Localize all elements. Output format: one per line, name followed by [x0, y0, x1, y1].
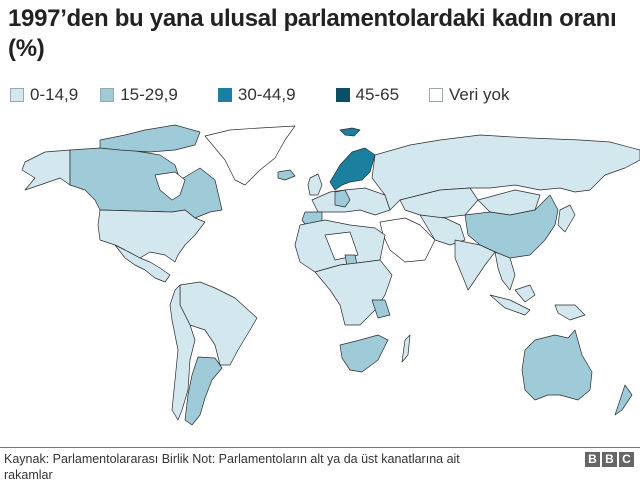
legend: 0-14,9 15-29,9 30-44,9 45-65 Veri yok — [10, 84, 510, 106]
region-new-guinea — [554, 304, 586, 321]
legend-label: 0-14,9 — [30, 85, 79, 104]
region-se-asia — [494, 251, 516, 291]
region-canada-arctic — [99, 124, 201, 153]
legend-swatch — [100, 88, 115, 102]
region-mexico — [114, 244, 171, 283]
legend-label: 15-29,9 — [120, 85, 178, 104]
legend-item-45-65: 45-65 — [335, 85, 400, 105]
legend-swatch — [429, 88, 444, 102]
region-india — [454, 239, 496, 291]
world-map — [21, 124, 640, 426]
region-borneo — [514, 284, 536, 303]
bbc-logo-letter: B — [585, 452, 600, 467]
region-greenland — [204, 125, 296, 186]
region-australia — [521, 329, 593, 401]
region-iceland — [277, 169, 296, 181]
region-new-zealand — [614, 384, 633, 416]
region-sahara — [324, 231, 359, 261]
region-madagascar — [401, 334, 411, 363]
region-hudson-bay — [154, 171, 186, 201]
legend-label: Veri yok — [449, 85, 510, 104]
footer-divider — [0, 447, 640, 448]
region-japan — [557, 204, 576, 233]
chart-title: 1997’den bu yana ulusal parlamentolardak… — [8, 5, 617, 62]
bbc-logo-letter: C — [619, 452, 634, 467]
legend-swatch — [335, 88, 350, 102]
legend-item-30-44: 30-44,9 — [217, 85, 296, 105]
region-indonesia — [489, 294, 531, 316]
region-andes — [169, 284, 196, 421]
bbc-logo: B B C — [585, 452, 634, 467]
legend-label: 30-44,9 — [237, 85, 296, 104]
region-svalbard — [339, 127, 361, 137]
region-usa — [97, 209, 206, 263]
region-canada — [69, 147, 223, 219]
region-alaska — [21, 149, 71, 191]
region-iran — [419, 214, 466, 246]
legend-item-15-29: 15-29,9 — [100, 85, 178, 105]
legend-swatch — [217, 88, 232, 102]
legend-item-0-14: 0-14,9 — [10, 85, 78, 105]
region-brazil — [179, 281, 258, 366]
region-middle-east — [379, 217, 436, 263]
region-west-europe — [311, 187, 391, 216]
region-uk — [307, 173, 323, 196]
bbc-logo-letter: B — [602, 452, 617, 467]
legend-swatch — [10, 88, 24, 102]
source-note: Kaynak: Parlamentolararası Birlik Not: P… — [4, 452, 460, 482]
region-germany — [334, 189, 351, 208]
region-southern-africa — [339, 334, 389, 373]
legend-item-no-data: Veri yok — [429, 85, 510, 105]
region-nordics — [329, 147, 376, 191]
legend-label: 45-65 — [355, 85, 400, 104]
region-argentina — [184, 356, 223, 426]
region-tanzania — [371, 299, 391, 319]
